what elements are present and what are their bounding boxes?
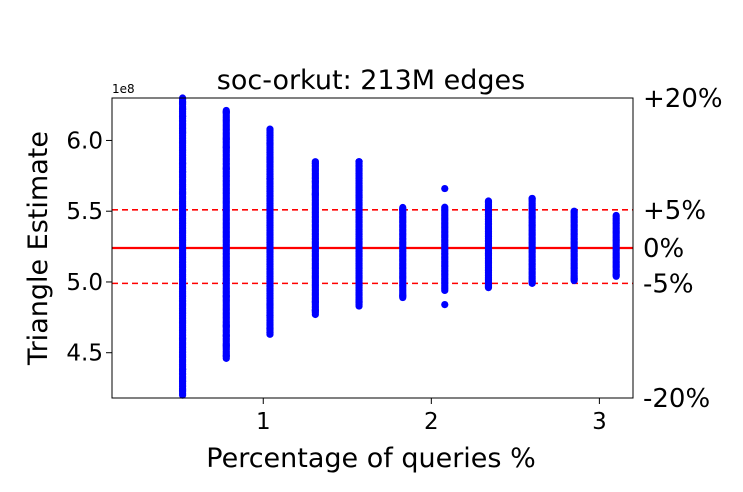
data-point-1-151 xyxy=(222,292,230,300)
y-axis-label: Triangle Estimate xyxy=(23,131,54,366)
y-tick-label-2: 5.5 xyxy=(66,199,103,225)
data-point-0-183 xyxy=(178,334,187,343)
data-point-4-89 xyxy=(355,298,363,306)
y-offset-label: 1e8 xyxy=(112,82,135,96)
data-point-5-54 xyxy=(399,206,407,214)
data-point-1-154 xyxy=(222,342,230,350)
data-point-2-126 xyxy=(266,312,274,320)
data-point-2-122 xyxy=(266,139,274,147)
x-tick-label-0: 1 xyxy=(256,409,271,435)
pct-label-limit-1: -20% xyxy=(643,384,710,414)
x-tick-label-1: 2 xyxy=(424,409,439,435)
data-point-0-179 xyxy=(178,128,187,136)
data-point-6-49 xyxy=(441,203,449,211)
x-axis: 1 2 3 xyxy=(256,398,607,435)
y-tick-label-0: 4.5 xyxy=(66,341,103,367)
data-point-6-50 xyxy=(441,184,449,193)
data-point-8-52 xyxy=(528,278,536,286)
data-point-1-150 xyxy=(222,165,230,173)
data-point-2-123 xyxy=(266,155,274,163)
data-point-3-92 xyxy=(311,177,319,186)
data-point-4-87 xyxy=(355,186,363,194)
y-tick-label-3: 6.0 xyxy=(66,128,103,154)
chart-title: soc-orkut: 213M edges xyxy=(217,65,525,96)
data-point-0-177 xyxy=(178,105,187,113)
data-point-4-88 xyxy=(355,193,363,201)
data-point-2-125 xyxy=(266,301,274,309)
data-point-3-93 xyxy=(311,190,319,198)
data-point-0-178 xyxy=(178,112,187,120)
data-point-8-51 xyxy=(528,194,536,203)
data-point-1-153 xyxy=(222,332,230,340)
data-point-0-185 xyxy=(178,377,187,385)
data-point-1-152 xyxy=(222,322,230,330)
data-point-5-55 xyxy=(399,292,407,300)
data-point-0-182 xyxy=(178,189,187,197)
data-point-9-42 xyxy=(570,275,578,283)
x-tick-label-2: 3 xyxy=(592,409,607,435)
data-point-0-180 xyxy=(178,159,187,167)
data-point-1-147 xyxy=(222,108,230,116)
pct-label-band-1: -5% xyxy=(643,269,694,299)
data-point-4-86 xyxy=(355,158,363,166)
data-point-3-91 xyxy=(311,159,319,167)
y-axis: 4.5 5.0 5.5 6.0 xyxy=(66,128,112,367)
pct-label-band-0: +5% xyxy=(643,196,706,226)
pct-label-limit-0: +20% xyxy=(643,84,723,114)
reference-lines xyxy=(112,208,633,285)
data-point-3-95 xyxy=(311,306,319,314)
data-point-0-176 xyxy=(178,98,187,106)
data-point-9-41 xyxy=(570,207,578,215)
data-point-7-52 xyxy=(484,197,493,205)
pct-label-reference: 0% xyxy=(643,234,684,264)
data-point-10-37 xyxy=(612,271,620,279)
plot-area xyxy=(111,94,634,399)
x-axis-label: Percentage of queries % xyxy=(206,443,535,474)
data-point-0-181 xyxy=(178,167,187,176)
data-point-7-53 xyxy=(484,282,493,290)
data-point-10-36 xyxy=(612,211,620,220)
data-point-6-51 xyxy=(441,301,449,309)
data-points xyxy=(178,94,620,399)
percentage-labels: +20% -20% +5% -5% 0% xyxy=(643,84,723,414)
data-point-2-121 xyxy=(266,125,274,133)
data-point-2-124 xyxy=(266,175,274,183)
data-point-2-128 xyxy=(266,329,274,337)
plot-frame xyxy=(111,97,634,399)
data-point-0-184 xyxy=(178,366,187,374)
y-tick-label-1: 5.0 xyxy=(66,270,103,296)
data-point-1-149 xyxy=(222,143,230,152)
data-point-1-155 xyxy=(222,351,230,360)
data-point-0-186 xyxy=(178,385,187,394)
data-point-3-94 xyxy=(311,298,319,306)
data-point-1-148 xyxy=(222,135,230,143)
